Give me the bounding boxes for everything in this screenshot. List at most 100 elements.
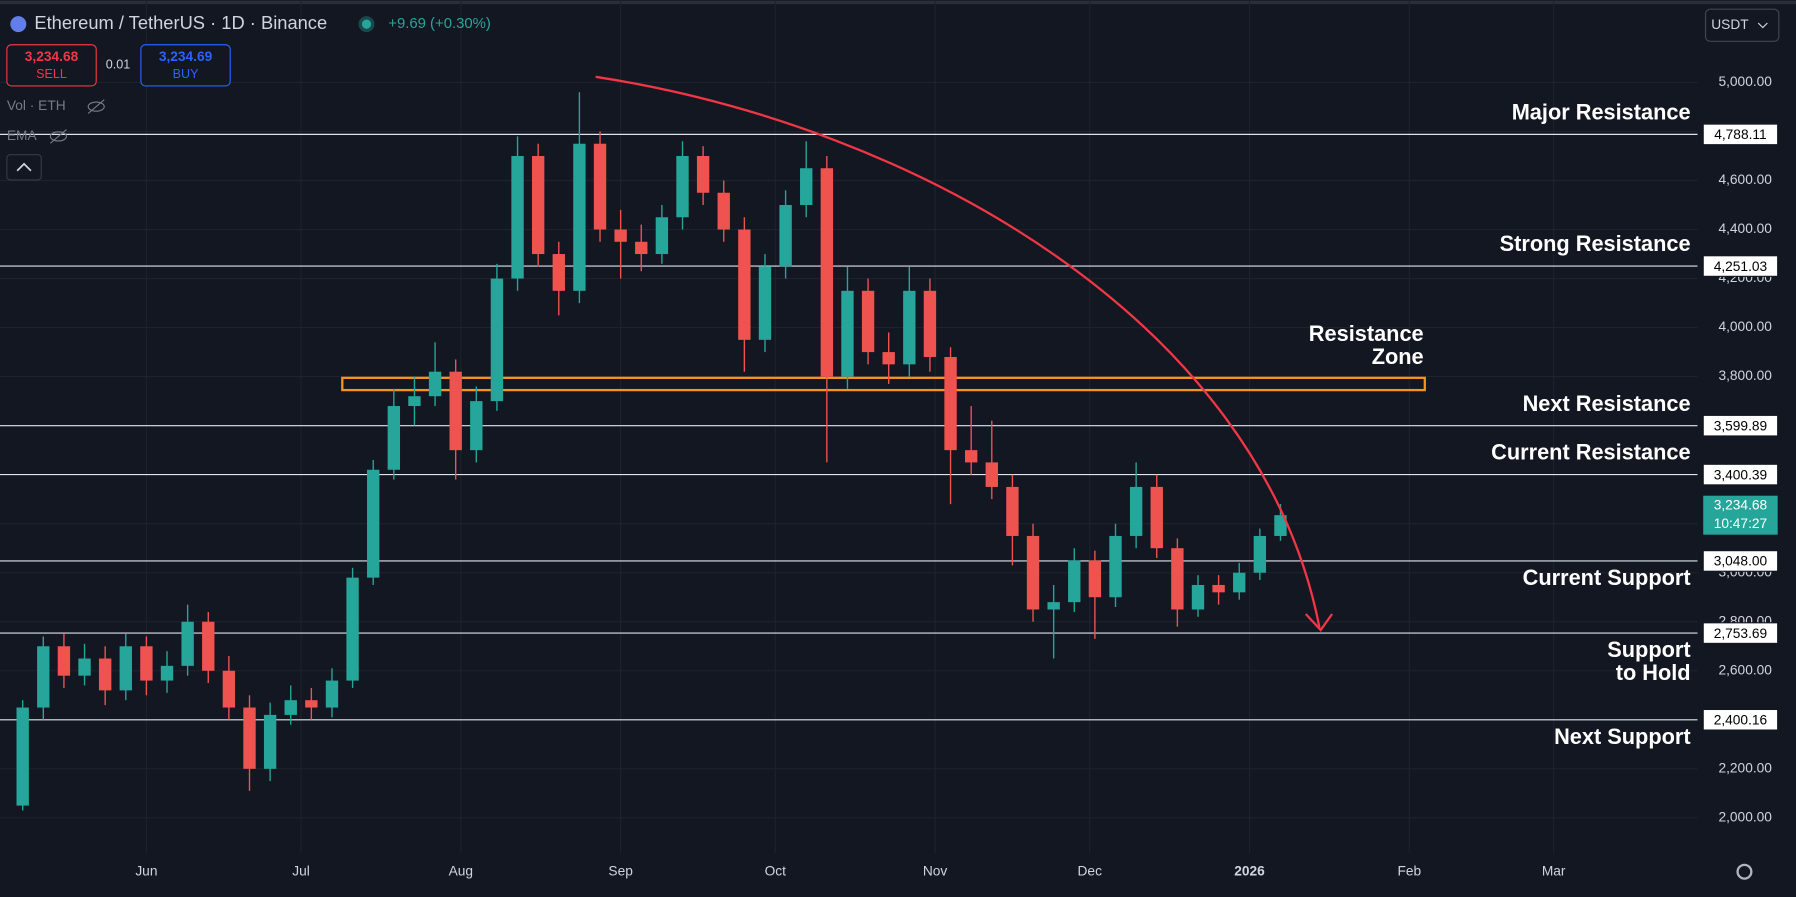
- x-tick-label: Jun: [135, 863, 157, 878]
- zone-label: Resistance: [1309, 321, 1424, 346]
- sell-label: SELL: [36, 67, 67, 81]
- level-price-box: [1702, 414, 1779, 437]
- level-name: Next Resistance: [1523, 391, 1691, 416]
- collapse-button[interactable]: [6, 154, 42, 181]
- candle-body: [78, 658, 91, 676]
- candle-body: [325, 680, 339, 708]
- coin-logo: [10, 16, 27, 33]
- currency-select[interactable]: [1704, 8, 1780, 42]
- candle-body: [181, 621, 194, 666]
- candle-body: [222, 670, 236, 708]
- x-tick-label: Aug: [449, 863, 473, 878]
- candle-body: [1212, 584, 1225, 593]
- price-change: +9.69 (+0.30%): [388, 16, 491, 32]
- candle-body: [820, 168, 834, 377]
- candle-body: [1129, 486, 1143, 536]
- level-name: Next Support: [1554, 724, 1691, 749]
- level-name: Current Resistance: [1491, 440, 1690, 465]
- level-name: Strong Resistance: [1500, 231, 1691, 256]
- y-tick-label: 3,800.00: [1718, 368, 1772, 383]
- candle-body: [305, 700, 318, 708]
- candle-body: [655, 217, 669, 255]
- currency-chevron: [1757, 22, 1768, 29]
- level-price-box: [1702, 708, 1779, 731]
- candle-body: [531, 155, 545, 255]
- candle-body: [57, 646, 71, 676]
- candle-body: [367, 469, 380, 578]
- indicator-vol[interactable]: Vol · ETH: [7, 98, 66, 113]
- candle-body: [1253, 535, 1267, 573]
- symbol-title[interactable]: Ethereum / TetherUS · 1D · Binance: [34, 12, 327, 33]
- y-tick-label: 4,000.00: [1718, 319, 1772, 334]
- level-price-label: 2,753.69: [1714, 626, 1767, 641]
- hide-icon[interactable]: [49, 131, 68, 142]
- x-tick-label: Mar: [1542, 863, 1566, 878]
- candle-body: [944, 356, 957, 451]
- candle-body: [779, 205, 792, 267]
- level-price-box: [1702, 622, 1779, 644]
- candle-body: [738, 229, 751, 340]
- level-price-label: 3,400.39: [1714, 467, 1767, 482]
- countdown-label: 10:47:27: [1714, 516, 1767, 531]
- x-tick-label: 2026: [1234, 863, 1265, 878]
- currency-label: USDT: [1711, 17, 1749, 32]
- candle-body: [1088, 560, 1102, 598]
- candle-body: [490, 278, 504, 402]
- candle-body: [696, 155, 710, 193]
- candle-body: [140, 646, 153, 681]
- candle-body: [1068, 560, 1081, 603]
- hide-icon[interactable]: [87, 101, 105, 112]
- indicator-ema[interactable]: EMA: [7, 128, 38, 143]
- spread: 0.01: [106, 58, 130, 72]
- y-tick-label: 2,600.00: [1718, 662, 1772, 677]
- candle-body: [1026, 535, 1040, 610]
- level-price-label: 4,788.11: [1714, 127, 1766, 142]
- candle-body: [964, 450, 978, 463]
- y-tick-label: 4,400.00: [1718, 221, 1772, 236]
- candle-body: [1233, 572, 1246, 593]
- x-tick-label: Dec: [1078, 863, 1103, 878]
- candle-body: [593, 143, 607, 230]
- arrow-head: [1304, 613, 1334, 632]
- buy-price: 3,234.69: [159, 49, 213, 64]
- candle-body: [676, 155, 689, 218]
- buy-button[interactable]: [140, 44, 231, 87]
- x-tick-label: Feb: [1398, 863, 1422, 878]
- candle-body: [614, 229, 627, 242]
- candle-body: [202, 621, 215, 671]
- sell-button[interactable]: [6, 44, 97, 87]
- y-tick-label: 4,600.00: [1718, 172, 1772, 187]
- x-tick-label: Sep: [608, 863, 633, 878]
- candle-body: [1171, 548, 1184, 610]
- zone-label: Zone: [1372, 344, 1424, 369]
- candle-body: [98, 658, 112, 691]
- level-price-label: 3,599.89: [1714, 418, 1767, 433]
- candle-body: [800, 168, 813, 206]
- candle-body: [160, 665, 174, 681]
- level-name: Major Resistance: [1512, 100, 1691, 125]
- candle-body: [428, 371, 442, 397]
- buy-label: BUY: [173, 67, 199, 81]
- candle-body: [1191, 584, 1205, 610]
- candle-body: [243, 707, 256, 769]
- candle-body: [1006, 486, 1019, 536]
- candle-body: [552, 254, 565, 291]
- candle-body: [470, 401, 483, 451]
- level-price-box: [1702, 550, 1779, 572]
- hide-icon-slash: [87, 99, 105, 114]
- candle-body: [1047, 602, 1060, 610]
- settings-icon[interactable]: [1736, 863, 1753, 880]
- candle-body: [573, 143, 586, 291]
- candle-body: [717, 192, 730, 230]
- sell-price: 3,234.68: [25, 49, 79, 64]
- candle-body: [284, 700, 297, 715]
- candle-body: [923, 290, 937, 357]
- level-price-box: [1702, 255, 1779, 277]
- candle-body: [408, 396, 421, 407]
- resistance-zone: [341, 376, 1426, 392]
- y-tick-label: 2,000.00: [1718, 809, 1772, 824]
- trend-arrow: [595, 75, 1321, 628]
- x-tick-label: Jul: [292, 863, 310, 878]
